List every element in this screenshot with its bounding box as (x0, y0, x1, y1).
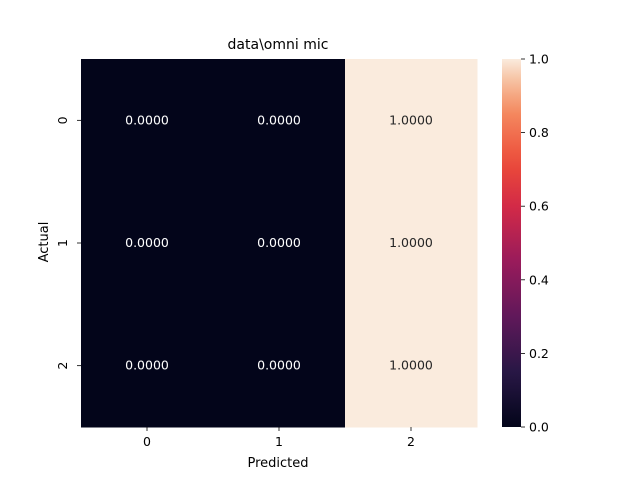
y-tick-label-0: 0 (55, 116, 70, 124)
x-tick-label-0: 0 (143, 434, 151, 449)
cell-label-2-1: 0.0000 (257, 358, 301, 373)
colorbar-tick-label-2: 0.4 (529, 272, 549, 287)
x-tick-label-2: 2 (407, 434, 415, 449)
y-tick-label-2: 2 (55, 362, 70, 370)
cell-label-1-0: 0.0000 (125, 235, 169, 250)
cell-label-0-1: 0.0000 (257, 112, 301, 127)
x-axis: 0 1 2 (143, 427, 415, 449)
y-tick-label-1: 1 (55, 239, 70, 247)
colorbar (502, 59, 521, 427)
heatmap-cell-0-1 (213, 59, 346, 183)
heatmap-cell-labels: 0.0000 0.0000 1.0000 0.0000 0.0000 1.0000 0.00… (125, 112, 433, 372)
heatmap-cell-0-0 (81, 59, 214, 183)
y-axis: 0 1 2 (55, 116, 81, 370)
x-axis-label: Predicted (247, 456, 308, 471)
cell-label-1-2: 1.0000 (389, 235, 433, 250)
cell-label-0-2: 1.0000 (389, 112, 433, 127)
x-tick-label-1: 1 (275, 434, 283, 449)
colorbar-tick-label-0: 0.0 (529, 420, 549, 435)
heatmap-cell-0-2 (345, 59, 478, 183)
colorbar-tick-label-5: 1.0 (529, 52, 549, 67)
colorbar-tick-label-1: 0.2 (529, 346, 549, 361)
heatmap-cell-1-1 (213, 181, 346, 305)
chart-title: data\omni mic (228, 37, 329, 53)
heatmap-cell-1-0 (81, 181, 214, 305)
cell-label-2-0: 0.0000 (125, 358, 169, 373)
colorbar-ticks: 0.0 0.2 0.4 0.6 0.8 1.0 (521, 52, 549, 435)
cell-label-0-0: 0.0000 (125, 112, 169, 127)
cell-label-1-1: 0.0000 (257, 235, 301, 250)
heatmap-cell-2-2 (345, 304, 478, 428)
colorbar-tick-label-3: 0.6 (529, 199, 549, 214)
heatmap-cell-1-2 (345, 181, 478, 305)
heatmap-cells (81, 59, 478, 428)
heatmap-cell-2-1 (213, 304, 346, 428)
cell-label-2-2: 1.0000 (389, 358, 433, 373)
colorbar-tick-label-4: 0.8 (529, 125, 549, 140)
heatmap-cell-2-0 (81, 304, 214, 428)
y-axis-label: Actual (37, 222, 52, 263)
